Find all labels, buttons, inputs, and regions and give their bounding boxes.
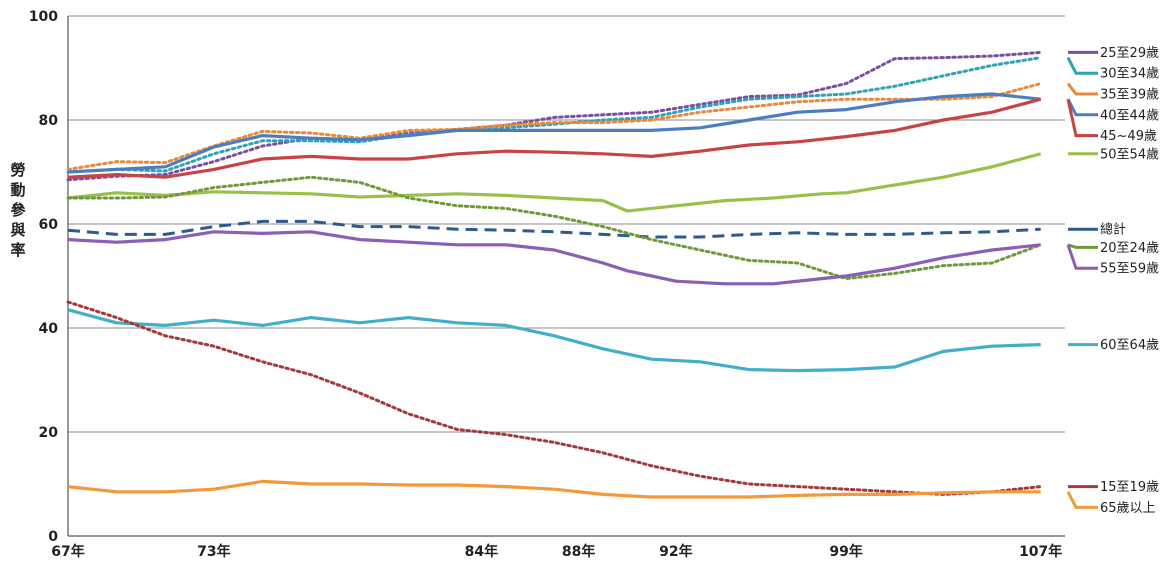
x-tick-label-84: 84年 [465,543,498,560]
legend-label-15至19歲: 15至19歲 [1100,480,1159,495]
legend-line-20至24歲 [1067,243,1098,249]
legend-label-35至39歲: 35至39歲 [1100,88,1159,103]
legend-label-25至29歲: 25至29歲 [1100,46,1159,61]
legend-label-60至64歲: 60至64歲 [1100,338,1159,353]
series-line-35至39歲 [66,82,1043,171]
legend-label-20至24歲: 20至24歲 [1100,241,1159,256]
y-tick-label-20: 20 [39,425,59,441]
legend-label-30至34歲: 30至34歲 [1100,67,1159,82]
legend-line-45~49歲 [1066,98,1098,138]
y-axis-label-char: 參 [10,201,26,219]
series-line-40至44歲 [67,92,1041,174]
x-tick-label-73: 73年 [197,543,230,560]
legend-line-30至34歲 [1066,56,1098,75]
x-tick-label-99: 99年 [829,543,862,560]
legend-line-65歲以上 [1066,491,1098,509]
series-line-60至64歲 [67,308,1041,373]
y-axis-label-char: 動 [10,181,25,199]
gridlines [68,15,1065,433]
legend-label-45~49歲: 45~49歲 [1100,129,1157,144]
legend-label-55至59歲: 55至59歲 [1100,262,1159,277]
series-line-30至34歲 [66,56,1043,174]
series-line-20至24歲 [66,175,1043,281]
axes: 0 20 40 60 80 100 67年 73年 84年 88年 92年 99年 107年 [29,9,1065,560]
series-line-總計 [67,219,1041,239]
legend-label-50至54歲: 50至54歲 [1100,147,1159,162]
y-axis-label-char: 與 [10,221,25,239]
y-tick-label-0: 0 [48,529,58,545]
legend-line-35至39歲 [1066,82,1098,96]
legend-label-總計: 總計 [1100,222,1126,238]
x-tick-label-107: 107年 [1019,543,1062,560]
y-axis-label-char: 率 [10,241,25,259]
y-tick-label-60: 60 [39,217,59,233]
y-tick-label-80: 80 [39,113,59,129]
y-axis-label-char: 勞 [10,161,25,179]
y-tick-label-40: 40 [39,321,59,337]
series-line-65歲以上 [67,479,1041,499]
legend-label-65歲以上: 65歲以上 [1100,501,1156,516]
series-line-45~49歲 [67,97,1042,179]
series-lines [66,50,1043,499]
series-line-15至19歲 [66,300,1043,496]
x-tick-label-67: 67年 [51,543,84,560]
x-tick-label-92: 92年 [659,543,692,560]
legend-line-40至44歲 [1066,98,1098,117]
series-line-55至59歲 [67,230,1041,286]
y-tick-label-100: 100 [29,9,58,25]
x-tick-label-88: 88年 [562,543,595,560]
series-line-25至29歲 [66,50,1043,182]
legend-line-55至59歲 [1066,244,1098,270]
legend-label-40至44歲: 40至44歲 [1100,108,1159,123]
series-line-50至54歲 [67,152,1042,213]
